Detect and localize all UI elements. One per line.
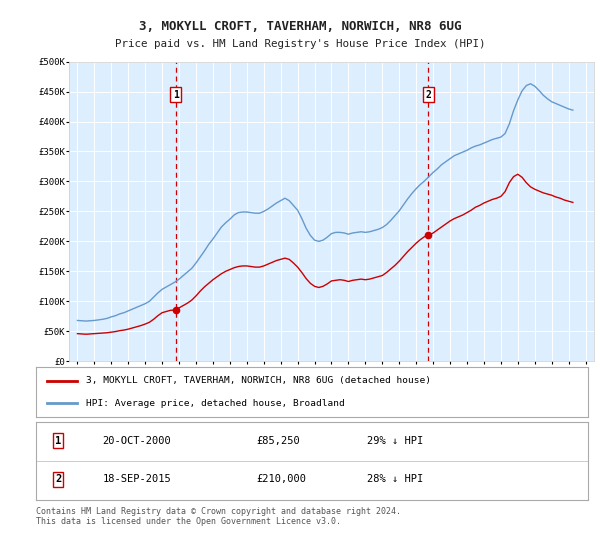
Text: 20-OCT-2000: 20-OCT-2000 bbox=[102, 436, 171, 446]
Text: 18-SEP-2015: 18-SEP-2015 bbox=[102, 474, 171, 484]
Text: 3, MOKYLL CROFT, TAVERHAM, NORWICH, NR8 6UG: 3, MOKYLL CROFT, TAVERHAM, NORWICH, NR8 … bbox=[139, 20, 461, 32]
Text: 1: 1 bbox=[173, 90, 179, 100]
Text: 2: 2 bbox=[55, 474, 61, 484]
Text: 1: 1 bbox=[55, 436, 61, 446]
Text: 3, MOKYLL CROFT, TAVERHAM, NORWICH, NR8 6UG (detached house): 3, MOKYLL CROFT, TAVERHAM, NORWICH, NR8 … bbox=[86, 376, 431, 385]
Text: HPI: Average price, detached house, Broadland: HPI: Average price, detached house, Broa… bbox=[86, 399, 344, 408]
Text: Price paid vs. HM Land Registry's House Price Index (HPI): Price paid vs. HM Land Registry's House … bbox=[115, 39, 485, 49]
Text: 2: 2 bbox=[425, 90, 431, 100]
Text: £85,250: £85,250 bbox=[257, 436, 301, 446]
Text: £210,000: £210,000 bbox=[257, 474, 307, 484]
Text: Contains HM Land Registry data © Crown copyright and database right 2024.
This d: Contains HM Land Registry data © Crown c… bbox=[36, 507, 401, 526]
Text: 28% ↓ HPI: 28% ↓ HPI bbox=[367, 474, 424, 484]
Text: 29% ↓ HPI: 29% ↓ HPI bbox=[367, 436, 424, 446]
